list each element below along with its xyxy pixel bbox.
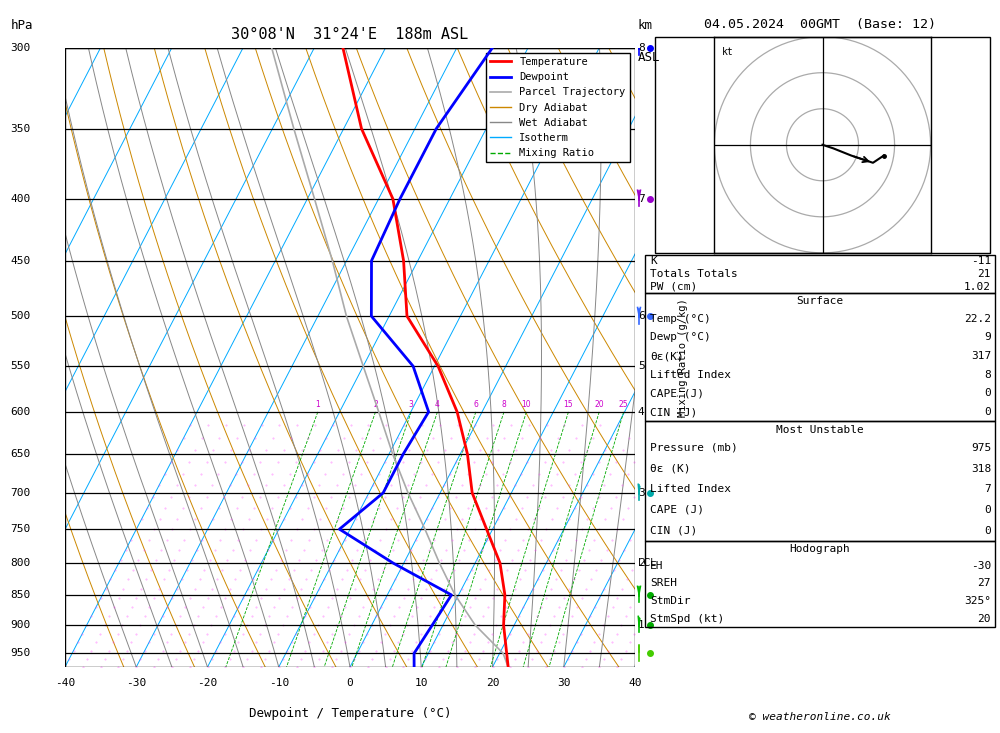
Text: θε (K): θε (K): [650, 463, 690, 474]
Text: -10: -10: [269, 678, 289, 688]
Text: 950: 950: [11, 649, 31, 658]
Text: 400: 400: [11, 194, 31, 204]
Text: 975: 975: [971, 443, 991, 453]
Text: Most Unstable: Most Unstable: [776, 424, 864, 435]
Text: 500: 500: [11, 311, 31, 321]
Text: 20: 20: [486, 678, 499, 688]
Text: CAPE (J): CAPE (J): [650, 505, 704, 515]
Text: 700: 700: [11, 488, 31, 498]
Title: 30°08'N  31°24'E  188m ASL: 30°08'N 31°24'E 188m ASL: [231, 27, 469, 43]
Text: 900: 900: [11, 620, 31, 630]
Text: Dewpoint / Temperature (°C): Dewpoint / Temperature (°C): [249, 707, 451, 721]
Text: Dewp (°C): Dewp (°C): [650, 332, 711, 342]
Text: -30: -30: [971, 561, 991, 571]
Text: 2: 2: [638, 558, 645, 568]
Text: StmDir: StmDir: [650, 596, 690, 606]
Text: 300: 300: [11, 43, 31, 53]
Text: StmSpd (kt): StmSpd (kt): [650, 614, 724, 624]
Text: -30: -30: [126, 678, 146, 688]
Text: Surface: Surface: [796, 296, 844, 306]
Text: 15: 15: [564, 399, 573, 409]
Text: Temp (°C): Temp (°C): [650, 314, 711, 324]
Text: 7: 7: [638, 194, 645, 204]
Text: 9: 9: [984, 332, 991, 342]
Text: 22.2: 22.2: [964, 314, 991, 324]
Text: ASL: ASL: [638, 51, 660, 64]
Text: 5: 5: [638, 361, 645, 371]
Text: kt: kt: [722, 48, 733, 57]
Text: 04.05.2024  00GMT  (Base: 12): 04.05.2024 00GMT (Base: 12): [704, 18, 936, 32]
Text: 30: 30: [557, 678, 570, 688]
Text: 21: 21: [978, 269, 991, 279]
Text: K: K: [650, 257, 657, 266]
Text: 8: 8: [984, 369, 991, 380]
Text: 3: 3: [638, 488, 645, 498]
Text: Pressure (mb): Pressure (mb): [650, 443, 738, 453]
Text: 20: 20: [594, 399, 604, 409]
Text: 0: 0: [984, 526, 991, 536]
Text: -20: -20: [197, 678, 218, 688]
Text: LCL: LCL: [638, 558, 656, 568]
Text: 350: 350: [11, 124, 31, 133]
Text: CAPE (J): CAPE (J): [650, 388, 704, 399]
Text: 25: 25: [619, 399, 628, 409]
Text: 3: 3: [409, 399, 414, 409]
Text: 20: 20: [978, 614, 991, 624]
Text: PW (cm): PW (cm): [650, 282, 697, 292]
Text: 1: 1: [638, 620, 645, 630]
Text: 7: 7: [984, 485, 991, 494]
Text: EH: EH: [650, 561, 664, 571]
Text: Hodograph: Hodograph: [790, 544, 850, 554]
Text: 600: 600: [11, 407, 31, 417]
Text: 6: 6: [473, 399, 478, 409]
Text: 4: 4: [638, 407, 645, 417]
Text: 4: 4: [435, 399, 440, 409]
Text: 8: 8: [502, 399, 506, 409]
Text: 450: 450: [11, 256, 31, 266]
Text: 0: 0: [347, 678, 353, 688]
Text: 27: 27: [978, 578, 991, 589]
Text: 325°: 325°: [964, 596, 991, 606]
Text: 850: 850: [11, 590, 31, 600]
Text: 800: 800: [11, 558, 31, 568]
Text: 318: 318: [971, 463, 991, 474]
Text: -40: -40: [55, 678, 75, 688]
Text: Mixing Ratio (g/kg): Mixing Ratio (g/kg): [678, 298, 688, 417]
Text: 317: 317: [971, 351, 991, 361]
Text: CIN (J): CIN (J): [650, 526, 697, 536]
Text: CIN (J): CIN (J): [650, 407, 697, 417]
Text: 1: 1: [315, 399, 320, 409]
Text: 2: 2: [373, 399, 378, 409]
Text: 550: 550: [11, 361, 31, 371]
Text: hPa: hPa: [11, 19, 34, 32]
Text: 1.02: 1.02: [964, 282, 991, 292]
Text: 10: 10: [415, 678, 428, 688]
Text: 750: 750: [11, 524, 31, 534]
Legend: Temperature, Dewpoint, Parcel Trajectory, Dry Adiabat, Wet Adiabat, Isotherm, Mi: Temperature, Dewpoint, Parcel Trajectory…: [486, 53, 630, 163]
Text: 40: 40: [628, 678, 642, 688]
Text: 0: 0: [984, 505, 991, 515]
Text: Lifted Index: Lifted Index: [650, 369, 731, 380]
Text: 10: 10: [522, 399, 531, 409]
Text: -11: -11: [971, 257, 991, 266]
Text: 6: 6: [638, 311, 645, 321]
Text: © weatheronline.co.uk: © weatheronline.co.uk: [749, 712, 891, 722]
Text: km: km: [638, 19, 653, 32]
Text: θε(K): θε(K): [650, 351, 684, 361]
Text: 0: 0: [984, 407, 991, 417]
Text: 0: 0: [984, 388, 991, 399]
Text: 650: 650: [11, 449, 31, 459]
Text: 8: 8: [638, 43, 645, 53]
Text: Lifted Index: Lifted Index: [650, 485, 731, 494]
Text: Totals Totals: Totals Totals: [650, 269, 738, 279]
Text: SREH: SREH: [650, 578, 677, 589]
